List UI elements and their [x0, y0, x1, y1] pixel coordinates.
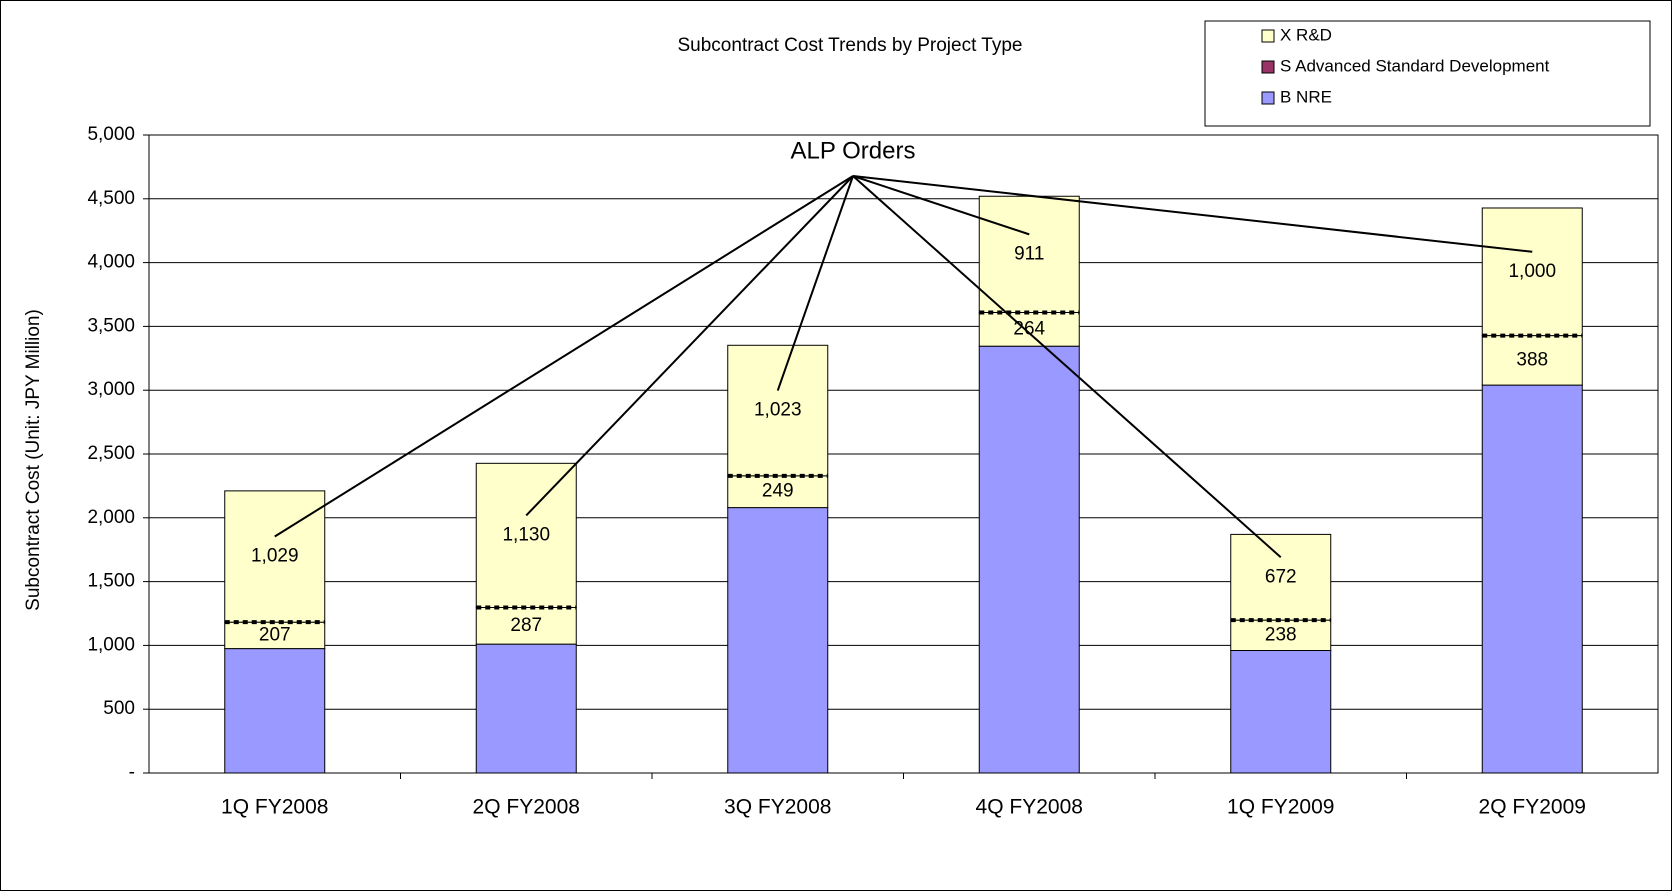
bar-segment	[978, 311, 1080, 347]
chart-title: Subcontract Cost Trends by Project Type	[678, 35, 1023, 56]
bar-segment	[475, 462, 577, 609]
y-tick-label: -	[129, 762, 135, 783]
x-tick-label: 1Q FY2009	[1227, 796, 1334, 819]
data-label: 388	[1516, 349, 1548, 370]
data-label: 1,023	[754, 400, 802, 421]
data-label: 287	[510, 615, 542, 636]
y-tick-label: 500	[103, 698, 135, 719]
bar-segment	[1230, 650, 1332, 774]
bar-segment	[1481, 384, 1583, 774]
y-tick-label: 3,500	[87, 315, 135, 336]
annotation-leader	[852, 175, 1282, 559]
bar-segment	[224, 490, 326, 623]
bar-segment	[1230, 619, 1332, 652]
legend-label: X R&D	[1280, 25, 1332, 44]
bar-segment	[978, 195, 1080, 313]
y-tick-label: 4,000	[87, 252, 135, 273]
legend-label: B NRE	[1280, 87, 1332, 106]
x-tick-label: 3Q FY2008	[724, 796, 831, 819]
bar-segment	[1481, 335, 1583, 386]
annotation-leader	[525, 175, 854, 517]
bar-segment	[1481, 207, 1583, 337]
legend-swatch	[1261, 60, 1275, 74]
data-label: 249	[762, 481, 794, 502]
annotation-leader	[852, 175, 1533, 253]
bar-segment	[727, 344, 829, 477]
x-tick-label: 1Q FY2008	[221, 796, 328, 819]
x-tick-label: 4Q FY2008	[976, 796, 1083, 819]
legend-swatch	[1261, 29, 1275, 43]
bar-segment	[475, 643, 577, 774]
x-tick-label: 2Q FY2009	[1479, 796, 1586, 819]
y-tick-label: 2,500	[87, 443, 135, 464]
x-tick-label: 2Q FY2008	[473, 796, 580, 819]
legend-box	[1204, 20, 1651, 127]
annotation-leader	[274, 175, 854, 538]
annotation-leader	[852, 175, 1030, 236]
y-tick-label: 4,500	[87, 188, 135, 209]
data-label: 238	[1265, 624, 1297, 645]
bar-segment	[1230, 533, 1332, 621]
data-label: 264	[1013, 318, 1045, 339]
data-label: 672	[1265, 566, 1297, 587]
y-tick-label: 1,000	[87, 634, 135, 655]
annotation-leader	[776, 175, 854, 391]
y-tick-label: 2,000	[87, 507, 135, 528]
y-axis-title: Subcontract Cost (Unit: JPY Million)	[23, 309, 44, 611]
data-label: 1,000	[1508, 261, 1556, 282]
bar-segment	[475, 607, 577, 645]
data-label: 1,130	[502, 524, 550, 545]
y-tick-label: 1,500	[87, 571, 135, 592]
bar-segment	[978, 345, 1080, 774]
data-label: 1,029	[251, 546, 299, 567]
bar-segment	[224, 648, 326, 774]
annotation: ALP Orders	[791, 137, 916, 164]
data-label: 207	[259, 624, 291, 645]
legend-label: S Advanced Standard Development	[1280, 56, 1550, 75]
legend-swatch	[1261, 91, 1275, 105]
data-label: 911	[1014, 243, 1044, 264]
y-tick-label: 3,000	[87, 379, 135, 400]
y-tick-label: 5,000	[87, 124, 135, 145]
bar-segment	[727, 475, 829, 509]
bar-segment	[727, 507, 829, 774]
